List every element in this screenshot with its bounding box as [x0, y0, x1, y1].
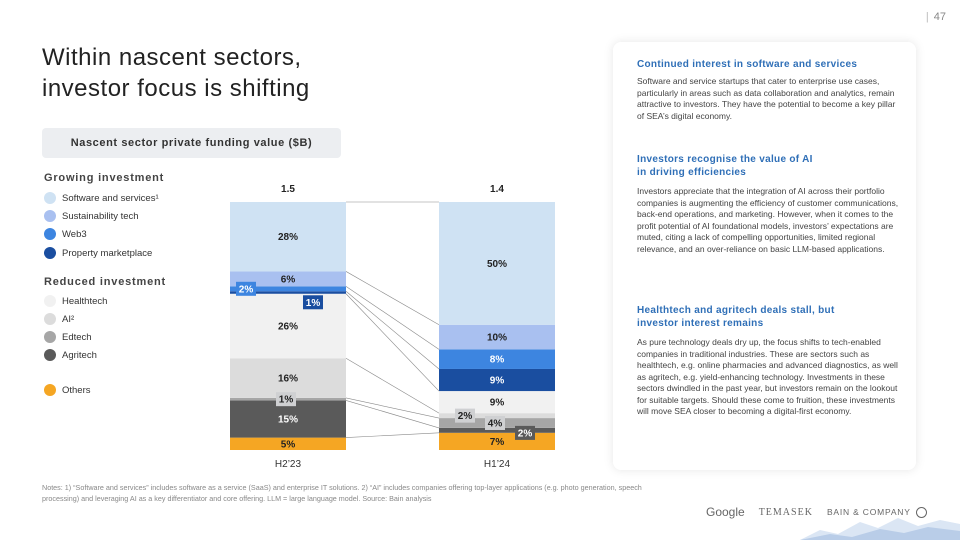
- legend-swatch: [44, 331, 56, 343]
- legend-reduced-heading: Reduced investment: [44, 276, 166, 288]
- data-label-box: [515, 425, 535, 440]
- legend-item-sustainability: Sustainability tech: [44, 210, 139, 222]
- data-label: 1%: [279, 395, 294, 406]
- legend-item-software: Software and services¹: [44, 192, 159, 204]
- legend-item-property: Property marketplace: [44, 247, 152, 259]
- partner-logos: Google TEMASEK BAIN & COMPANY: [706, 505, 927, 519]
- connector-line: [345, 432, 440, 438]
- data-label-box: [236, 281, 256, 296]
- data-label: 15%: [278, 415, 298, 426]
- connector-line: [345, 291, 440, 370]
- data-label-box: [455, 408, 475, 423]
- connector-line: [345, 293, 440, 392]
- legend-item-agritech: Agritech: [44, 349, 97, 361]
- legend-item-ai: AI²: [44, 313, 74, 325]
- bain-mark-icon: [915, 506, 927, 518]
- bar-total-label: 1.5: [281, 184, 295, 195]
- legend-item-healthtech: Healthtech: [44, 295, 107, 307]
- footnotes: Notes: 1) “Software and services” includ…: [42, 483, 642, 503]
- bar-segment-agritech-1: [439, 427, 555, 433]
- data-label: 5%: [281, 439, 296, 450]
- bar-segment-ai-0: [230, 358, 346, 398]
- section-title-ai: Investors recognise the value of AI in d…: [637, 154, 813, 178]
- legend-item-others: Others: [44, 384, 91, 396]
- bar-segment-property-marketplace-0: [230, 291, 346, 294]
- google-logo: Google: [706, 505, 745, 519]
- bar-segment-agritech-0: [230, 400, 346, 438]
- connector-line: [345, 271, 440, 326]
- bar-segment-healthtech-0: [230, 293, 346, 359]
- data-label-box: [303, 295, 323, 310]
- legend-swatch: [44, 313, 56, 325]
- bar-total-label: 1.4: [490, 184, 504, 195]
- data-label-box: [276, 392, 296, 407]
- stacked-bar-chart: 1.5 H2’23 1.4 H1’24 5% 15% 1% 16% 26% 1% 2% 6% 28% 7%…: [230, 184, 555, 470]
- data-label: 50%: [487, 259, 507, 270]
- bar-segment-software-and-services-0: [230, 202, 346, 272]
- legend-swatch: [44, 295, 56, 307]
- category-label: H2’23: [275, 459, 302, 470]
- mountain-decoration-icon: [800, 518, 960, 540]
- temasek-logo: TEMASEK: [758, 506, 813, 518]
- section-body-software: Software and service startups that cater…: [637, 76, 896, 121]
- page-number: | 47: [925, 11, 946, 23]
- data-label: 26%: [278, 322, 298, 333]
- data-label: 9%: [490, 398, 505, 409]
- data-label: 6%: [281, 274, 296, 285]
- connector-line: [345, 400, 440, 429]
- legend-swatch: [44, 349, 56, 361]
- data-label: 2%: [458, 411, 473, 422]
- data-label: 28%: [278, 232, 298, 243]
- data-label: 2%: [239, 284, 254, 295]
- connector-line: [345, 286, 440, 350]
- bar-segment-property-marketplace-1: [439, 368, 555, 392]
- legend-swatch: [44, 247, 56, 259]
- bain-logo: BAIN & COMPANY: [827, 506, 927, 518]
- data-label: 1%: [306, 298, 321, 309]
- bar-segment-ai-1: [439, 413, 555, 419]
- section-body-ai: Investors appreciate that the integratio…: [637, 186, 899, 254]
- bar-segment-web3-1: [439, 349, 555, 369]
- legend-growing-heading: Growing investment: [44, 172, 165, 184]
- data-label: 4%: [488, 418, 503, 429]
- legend-swatch: [44, 192, 56, 204]
- legend-swatch: [44, 210, 56, 222]
- section-title-healthtech: Healthtech and agritech deals stall, but…: [637, 305, 835, 329]
- connector-line: [345, 357, 440, 414]
- legend-item-edtech: Edtech: [44, 331, 92, 343]
- legend-swatch: [44, 384, 56, 396]
- bar-segment-healthtech-1: [439, 391, 555, 414]
- legend-swatch: [44, 228, 56, 240]
- legend-item-web3: Web3: [44, 228, 87, 240]
- bar-segment-sustainability-tech-0: [230, 271, 346, 287]
- data-label: 7%: [490, 437, 505, 448]
- data-label: 9%: [490, 376, 505, 387]
- section-body-healthtech: As pure technology deals dry up, the foc…: [637, 337, 898, 416]
- connector-line: [345, 397, 440, 419]
- page-title: Within nascent sectors, investor focus i…: [42, 44, 310, 102]
- data-label: 16%: [278, 374, 298, 385]
- data-label: 2%: [518, 428, 533, 439]
- insights-panel: Continued interest in software and servi…: [613, 42, 916, 470]
- data-label: 10%: [487, 333, 507, 344]
- bar-segment-software-and-services-1: [439, 202, 555, 325]
- data-label-box: [485, 415, 505, 430]
- bar-segment-sustainability-tech-1: [439, 324, 555, 350]
- chart-title-box: Nascent sector private funding value ($B…: [42, 128, 341, 158]
- bar-segment-web3-0: [230, 286, 346, 292]
- data-label: 8%: [490, 355, 505, 366]
- section-title-software: Continued interest in software and servi…: [637, 59, 858, 70]
- category-label: H1’24: [484, 459, 511, 470]
- bar-segment-others-0: [230, 437, 346, 450]
